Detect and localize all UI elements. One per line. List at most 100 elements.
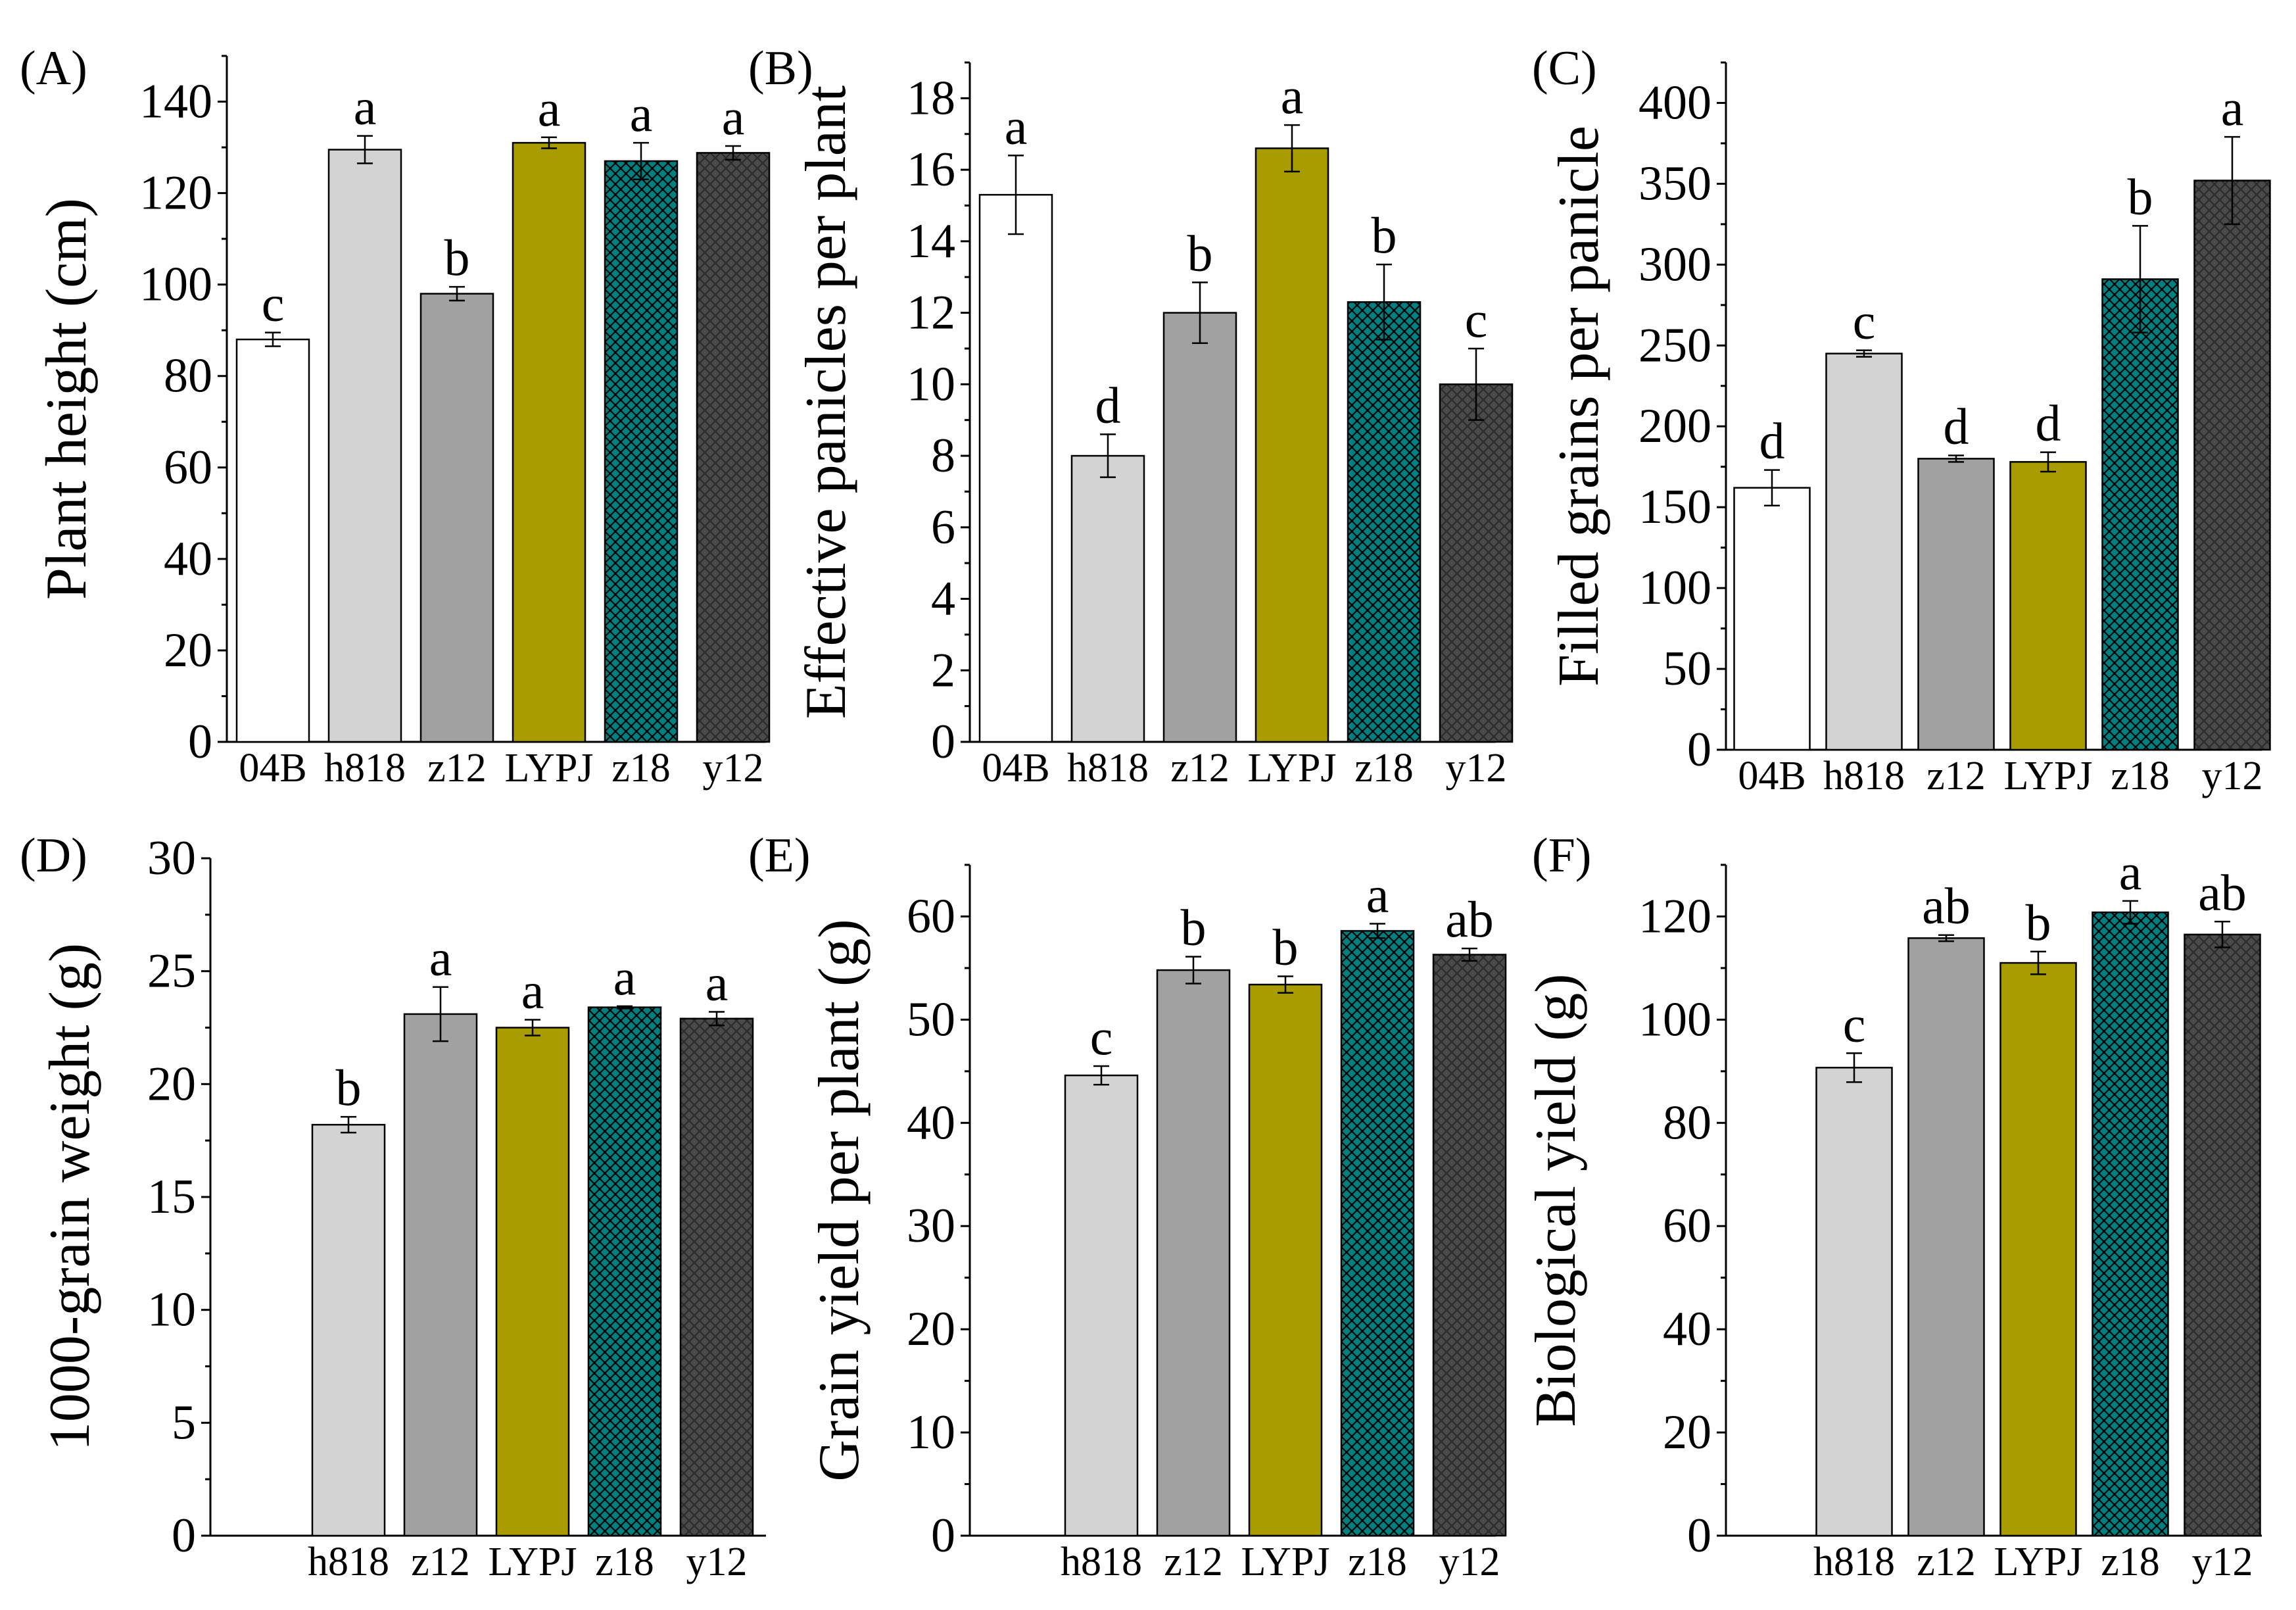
y-tick-label: 25 bbox=[147, 944, 196, 998]
y-tick-label: 100 bbox=[1638, 992, 1711, 1046]
significance-letter: a bbox=[2221, 79, 2244, 136]
error-bar bbox=[2214, 921, 2230, 948]
significance-letter: a bbox=[1005, 97, 1028, 155]
x-tick-label: h818 bbox=[1061, 1540, 1142, 1584]
x-tick-label: z18 bbox=[1354, 746, 1414, 791]
error-bar bbox=[1462, 947, 1477, 962]
bar-lypj bbox=[2009, 461, 2087, 751]
y-tick-label: 5 bbox=[172, 1396, 196, 1450]
y-tick-label: 0 bbox=[188, 715, 212, 769]
error-bar bbox=[1100, 433, 1116, 478]
error-bar bbox=[541, 136, 557, 149]
y-tick-label: 0 bbox=[1687, 723, 1711, 777]
x-tick-label: z12 bbox=[1164, 1540, 1223, 1584]
significance-letter: a bbox=[429, 929, 452, 987]
error-bar bbox=[1856, 349, 1872, 358]
x-tick-label: z12 bbox=[427, 746, 487, 791]
error-bar bbox=[1468, 347, 1484, 421]
y-tick-label: 8 bbox=[931, 429, 955, 483]
error-bar bbox=[1938, 934, 1954, 942]
y-tick-label: 200 bbox=[1638, 399, 1711, 453]
x-tick-label: y12 bbox=[2192, 1540, 2253, 1584]
bar-h818 bbox=[311, 1123, 386, 1537]
error-bar bbox=[617, 1005, 633, 1010]
x-tick-label: z18 bbox=[611, 746, 671, 791]
error-bar bbox=[341, 1115, 356, 1134]
x-tick-label: 04B bbox=[239, 746, 306, 791]
significance-letter: a bbox=[613, 948, 636, 1006]
panel-label: (F) bbox=[1532, 829, 1591, 883]
panel-f: (F) Biological yield (g) 0 20 40 60 80 100 120 c h… bbox=[1524, 829, 2262, 1584]
error-bar bbox=[2224, 135, 2240, 226]
y-tick-label: 16 bbox=[907, 143, 955, 197]
significance-letter: d bbox=[2036, 395, 2061, 452]
y-axis-label: Filled grains per panicle bbox=[1547, 126, 1611, 687]
significance-letter: b bbox=[1181, 899, 1207, 956]
bar-z12 bbox=[419, 293, 494, 743]
bar-z18 bbox=[1347, 301, 1422, 743]
significance-letter: b bbox=[1187, 224, 1213, 281]
significance-letter: c bbox=[1853, 293, 1876, 350]
y-tick-label: 50 bbox=[1663, 642, 1711, 696]
y-tick-label: 40 bbox=[164, 532, 212, 586]
y-axis-label: 1000-grain weight (g) bbox=[38, 943, 102, 1451]
bar-h818 bbox=[1070, 454, 1145, 743]
bar-y12 bbox=[696, 152, 771, 743]
significance-letter: d bbox=[1095, 376, 1121, 433]
y-tick-label: 250 bbox=[1638, 318, 1711, 372]
bar-lypj bbox=[1255, 147, 1329, 743]
significance-letter: a bbox=[722, 88, 745, 145]
y-tick-label: 20 bbox=[1663, 1405, 1711, 1459]
bar-lypj bbox=[1999, 962, 2077, 1537]
error-bar bbox=[1370, 923, 1385, 939]
error-bar bbox=[1764, 469, 1780, 506]
error-bar bbox=[709, 1011, 725, 1027]
significance-letter: a bbox=[538, 80, 561, 137]
bar-z18 bbox=[1340, 930, 1415, 1537]
bar-z18 bbox=[587, 1006, 662, 1537]
y-tick-label: 12 bbox=[907, 286, 955, 340]
y-tick-label: 80 bbox=[1663, 1096, 1711, 1150]
y-tick-label: 150 bbox=[1638, 480, 1711, 534]
y-tick-label: 100 bbox=[1638, 561, 1711, 615]
x-tick-label: y12 bbox=[686, 1540, 748, 1584]
x-tick-label: h818 bbox=[324, 746, 406, 791]
significance-letter: c bbox=[1843, 995, 1866, 1052]
y-tick-label: 80 bbox=[164, 349, 212, 403]
error-bar bbox=[449, 285, 465, 302]
x-tick-label: LYPJ bbox=[1247, 746, 1336, 791]
x-tick-label: z12 bbox=[1926, 754, 1986, 798]
y-tick-label: 14 bbox=[907, 214, 955, 268]
significance-letter: d bbox=[1944, 397, 1969, 454]
panel-label: (A) bbox=[20, 41, 87, 95]
significance-letter: a bbox=[1281, 67, 1304, 124]
y-tick-label: 0 bbox=[931, 715, 955, 769]
y-tick-label: 300 bbox=[1638, 237, 1711, 291]
y-tick-label: 4 bbox=[931, 572, 955, 626]
panel-label: (D) bbox=[20, 829, 87, 883]
x-tick-label: y12 bbox=[2202, 754, 2263, 798]
error-bar bbox=[1093, 1065, 1109, 1086]
bar-z12 bbox=[1917, 458, 1995, 751]
bar-z18 bbox=[604, 160, 679, 743]
bar-z12 bbox=[403, 1013, 478, 1537]
bar-z18 bbox=[2101, 278, 2179, 751]
error-bar bbox=[1846, 1052, 1862, 1083]
panel-e: (E) Grain yield per plant (g) 0 10 20 30 40 50 6… bbox=[748, 829, 1507, 1584]
error-bar bbox=[1376, 263, 1392, 341]
bar-h818 bbox=[1064, 1074, 1139, 1537]
x-tick-label: LYPJ bbox=[1994, 1540, 2082, 1584]
error-bar bbox=[725, 145, 741, 161]
x-tick-label: z18 bbox=[595, 1540, 654, 1584]
significance-letter: c bbox=[1090, 1008, 1113, 1065]
bar-04b bbox=[235, 338, 310, 743]
panel-b: (B)Effective panicles per plant 0 2 4 6 8 10 12… bbox=[748, 41, 1514, 791]
error-bar bbox=[1008, 155, 1024, 235]
x-tick-label: 04B bbox=[982, 746, 1049, 791]
x-tick-label: 04B bbox=[1738, 754, 1806, 798]
y-tick-label: 400 bbox=[1638, 76, 1711, 130]
y-tick-label: 120 bbox=[139, 166, 212, 220]
y-tick-label: 40 bbox=[1663, 1302, 1711, 1356]
x-tick-label: LYPJ bbox=[488, 1540, 577, 1584]
x-tick-label: h818 bbox=[1813, 1540, 1895, 1584]
